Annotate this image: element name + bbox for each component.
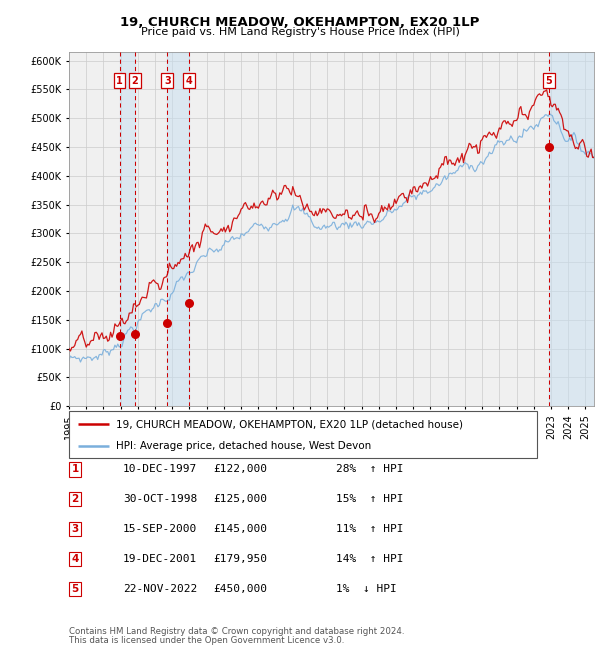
Text: 19, CHURCH MEADOW, OKEHAMPTON, EX20 1LP: 19, CHURCH MEADOW, OKEHAMPTON, EX20 1LP: [121, 16, 479, 29]
Text: Price paid vs. HM Land Registry's House Price Index (HPI): Price paid vs. HM Land Registry's House …: [140, 27, 460, 37]
Text: This data is licensed under the Open Government Licence v3.0.: This data is licensed under the Open Gov…: [69, 636, 344, 645]
Text: 4: 4: [185, 76, 193, 86]
Text: £179,950: £179,950: [213, 554, 267, 564]
Text: 19-DEC-2001: 19-DEC-2001: [123, 554, 197, 564]
Text: 19, CHURCH MEADOW, OKEHAMPTON, EX20 1LP (detached house): 19, CHURCH MEADOW, OKEHAMPTON, EX20 1LP …: [116, 419, 463, 429]
Text: 3: 3: [164, 76, 170, 86]
Bar: [167, 52, 189, 406]
Text: 15-SEP-2000: 15-SEP-2000: [123, 524, 197, 534]
Text: 28%  ↑ HPI: 28% ↑ HPI: [336, 464, 404, 474]
Text: HPI: Average price, detached house, West Devon: HPI: Average price, detached house, West…: [116, 441, 371, 450]
FancyBboxPatch shape: [69, 411, 537, 458]
Text: 2: 2: [71, 494, 79, 504]
Text: 15%  ↑ HPI: 15% ↑ HPI: [336, 494, 404, 504]
Text: 5: 5: [545, 76, 553, 86]
Bar: [119, 52, 135, 406]
Text: 30-OCT-1998: 30-OCT-1998: [123, 494, 197, 504]
Text: 4: 4: [71, 554, 79, 564]
Text: 11%  ↑ HPI: 11% ↑ HPI: [336, 524, 404, 534]
Text: 1: 1: [71, 464, 79, 474]
Text: £450,000: £450,000: [213, 584, 267, 594]
Text: £145,000: £145,000: [213, 524, 267, 534]
Text: 2: 2: [131, 76, 139, 86]
Text: 1: 1: [116, 76, 123, 86]
Text: 10-DEC-1997: 10-DEC-1997: [123, 464, 197, 474]
Text: Contains HM Land Registry data © Crown copyright and database right 2024.: Contains HM Land Registry data © Crown c…: [69, 627, 404, 636]
Text: 1%  ↓ HPI: 1% ↓ HPI: [336, 584, 397, 594]
Text: 3: 3: [71, 524, 79, 534]
Text: £125,000: £125,000: [213, 494, 267, 504]
Text: 22-NOV-2022: 22-NOV-2022: [123, 584, 197, 594]
Text: £122,000: £122,000: [213, 464, 267, 474]
Bar: [549, 52, 594, 406]
Text: 14%  ↑ HPI: 14% ↑ HPI: [336, 554, 404, 564]
Text: 5: 5: [71, 584, 79, 594]
